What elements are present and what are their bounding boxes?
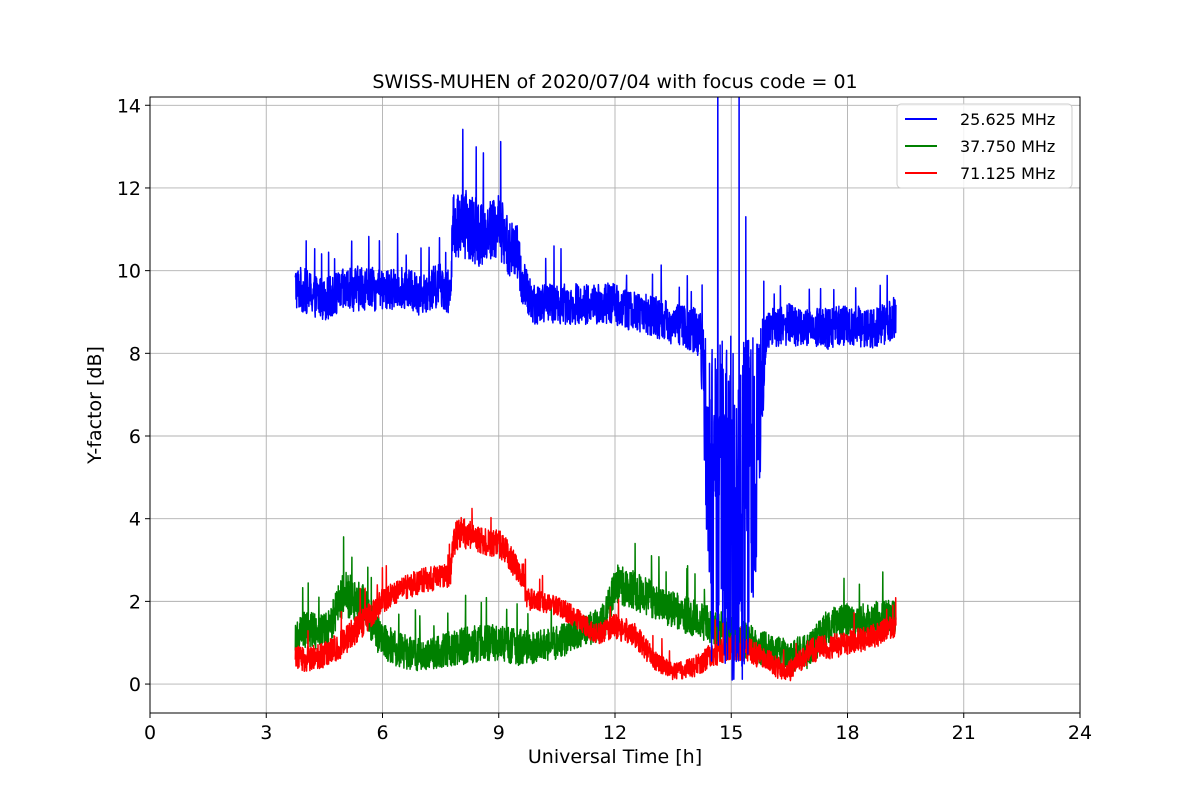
x-tick-label: 3 <box>260 722 272 744</box>
x-tick-label: 15 <box>719 722 743 744</box>
x-tick-label: 9 <box>493 722 505 744</box>
y-tick-label: 8 <box>129 343 141 365</box>
x-tick-label: 24 <box>1068 722 1092 744</box>
y-axis: 0 2 4 6 8 10 12 14 <box>117 95 150 696</box>
series-line-0 <box>294 97 897 681</box>
y-tick-label: 10 <box>117 261 141 283</box>
chart-title: SWISS-MUHEN of 2020/07/04 with focus cod… <box>372 71 857 93</box>
x-tick-label: 18 <box>835 722 859 744</box>
legend: 25.625 MHz 37.750 MHz 71.125 MHz <box>896 103 1073 189</box>
y-tick-label: 14 <box>117 95 141 117</box>
x-tick-label: 12 <box>603 722 627 744</box>
y-tick-label: 4 <box>129 509 141 531</box>
legend-label-2: 71.125 MHz <box>960 164 1055 183</box>
x-tick-label: 21 <box>952 722 976 744</box>
x-axis: 0 3 6 9 12 15 18 21 24 <box>144 713 1092 744</box>
y-tick-label: 0 <box>129 674 141 696</box>
y-tick-label: 6 <box>129 426 141 448</box>
series-layer <box>294 97 897 682</box>
y-tick-label: 2 <box>129 591 141 613</box>
y-tick-label: 12 <box>117 178 141 200</box>
x-axis-label: Universal Time [h] <box>528 746 702 768</box>
x-tick-label: 0 <box>144 722 156 744</box>
y-axis-label: Y-factor [dB] <box>84 346 106 465</box>
legend-box <box>896 103 1073 189</box>
series-line-2 <box>294 507 897 682</box>
legend-label-0: 25.625 MHz <box>960 110 1055 129</box>
x-tick-label: 6 <box>376 722 388 744</box>
legend-label-1: 37.750 MHz <box>960 137 1055 156</box>
